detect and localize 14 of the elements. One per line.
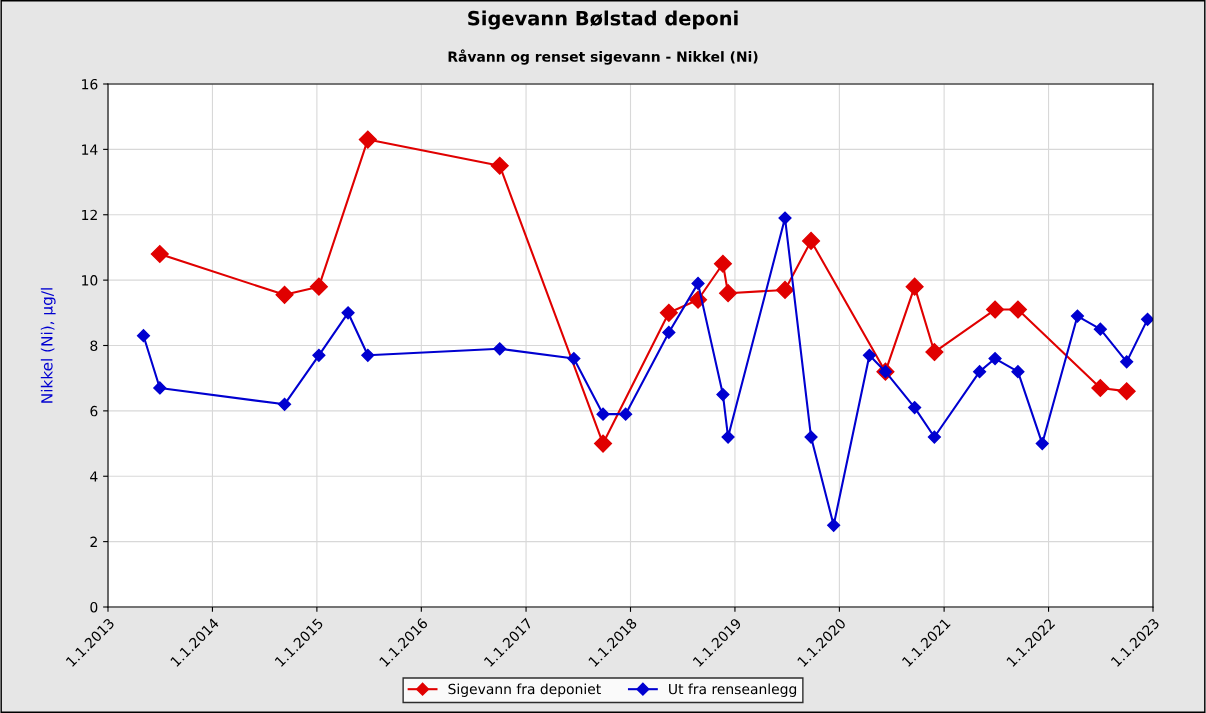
- y-tick-label: 12: [82, 209, 97, 221]
- y-tick-label: 8: [90, 340, 98, 351]
- y-tick-label: 14: [82, 144, 98, 155]
- y-tick-label: 4: [90, 471, 98, 482]
- chart-title: Sigevann Bølstad deponi: [468, 10, 738, 30]
- y-tick-label: 10: [82, 275, 98, 286]
- y-axis-title: Nikkel (Ni), µg/l: [40, 288, 56, 403]
- y-tick-label: 6: [90, 405, 98, 417]
- y-tick-label: 0: [90, 601, 98, 613]
- y-tick-label: 16: [82, 78, 98, 90]
- y-tick-label: 2: [90, 536, 97, 547]
- legend-label: Sigevann fra deponiet: [448, 683, 601, 697]
- legend-label: Ut fra renseanlegg: [669, 683, 797, 697]
- chart-subtitle: Råvann og renset sigevann - Nikkel (Ni): [448, 49, 758, 65]
